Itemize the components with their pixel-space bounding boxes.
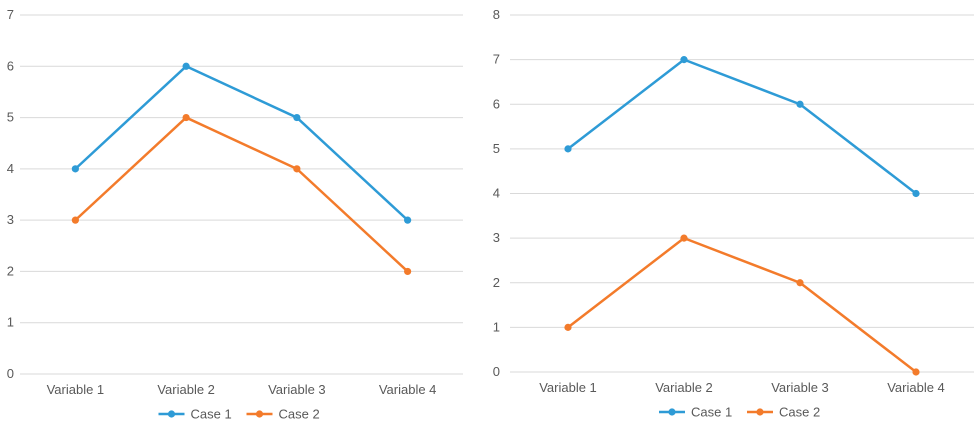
legend-marker [668,408,676,416]
y-tick-label: 7 [493,52,500,67]
data-point [680,234,688,242]
data-point [182,113,190,122]
legend-marker [167,410,176,418]
y-tick-label: 7 [7,7,14,22]
x-tick-label: Variable 1 [47,382,105,397]
x-tick-label: Variable 3 [268,382,326,397]
data-point [680,56,688,64]
legend-label: Case 1 [191,407,232,422]
y-tick-label: 1 [493,319,500,334]
y-tick-label: 2 [493,275,500,290]
y-tick-label: 5 [7,110,14,125]
x-tick-label: Variable 4 [379,382,437,397]
y-tick-label: 3 [493,230,500,245]
legend-label: Case 2 [279,407,320,422]
y-tick-label: 6 [7,58,14,73]
legend-marker [255,410,264,418]
data-point [796,279,804,287]
data-point [71,165,79,173]
chart-left: 0 1 2 3 4 5 6 7 Variable 1 Variable 2 Variable 3 Va… [7,7,463,422]
y-tick-label: 0 [7,366,14,381]
series-line-1 [74,65,409,222]
x-tick-label: Variable 3 [771,380,829,395]
data-point [293,113,301,122]
y-tick-label: 4 [493,186,500,201]
x-tick-label: Variable 2 [655,380,713,395]
y-tick-label: 3 [7,212,14,227]
data-point [182,62,190,70]
y-tick-label: 8 [493,7,500,22]
data-point [564,145,572,153]
y-tick-label: 4 [7,161,14,176]
x-tick-label: Variable 2 [157,382,215,397]
data-point [912,189,920,198]
data-point [912,368,920,376]
series-line-1 [566,58,918,195]
x-tick-label: Variable 4 [887,380,945,395]
y-tick-label: 0 [493,364,500,379]
data-point [796,100,804,108]
data-point [564,323,572,331]
data-point [293,165,301,173]
legend-label: Case 2 [779,405,820,420]
data-point [404,216,412,224]
data-point [71,216,79,224]
legend-marker [756,408,764,416]
series-line-2 [566,236,918,374]
legend-label: Case 1 [691,405,732,420]
y-tick-label: 1 [7,315,14,330]
y-tick-label: 2 [7,263,14,278]
y-tick-label: 6 [493,96,500,111]
series-line-2 [74,116,409,273]
chart-right: 0 1 2 3 4 5 6 7 8 Variable 1 Variable 2 Variable 3 V… [493,7,974,420]
y-tick-label: 5 [493,141,500,156]
data-point [404,267,412,276]
x-tick-label: Variable 1 [539,380,597,395]
